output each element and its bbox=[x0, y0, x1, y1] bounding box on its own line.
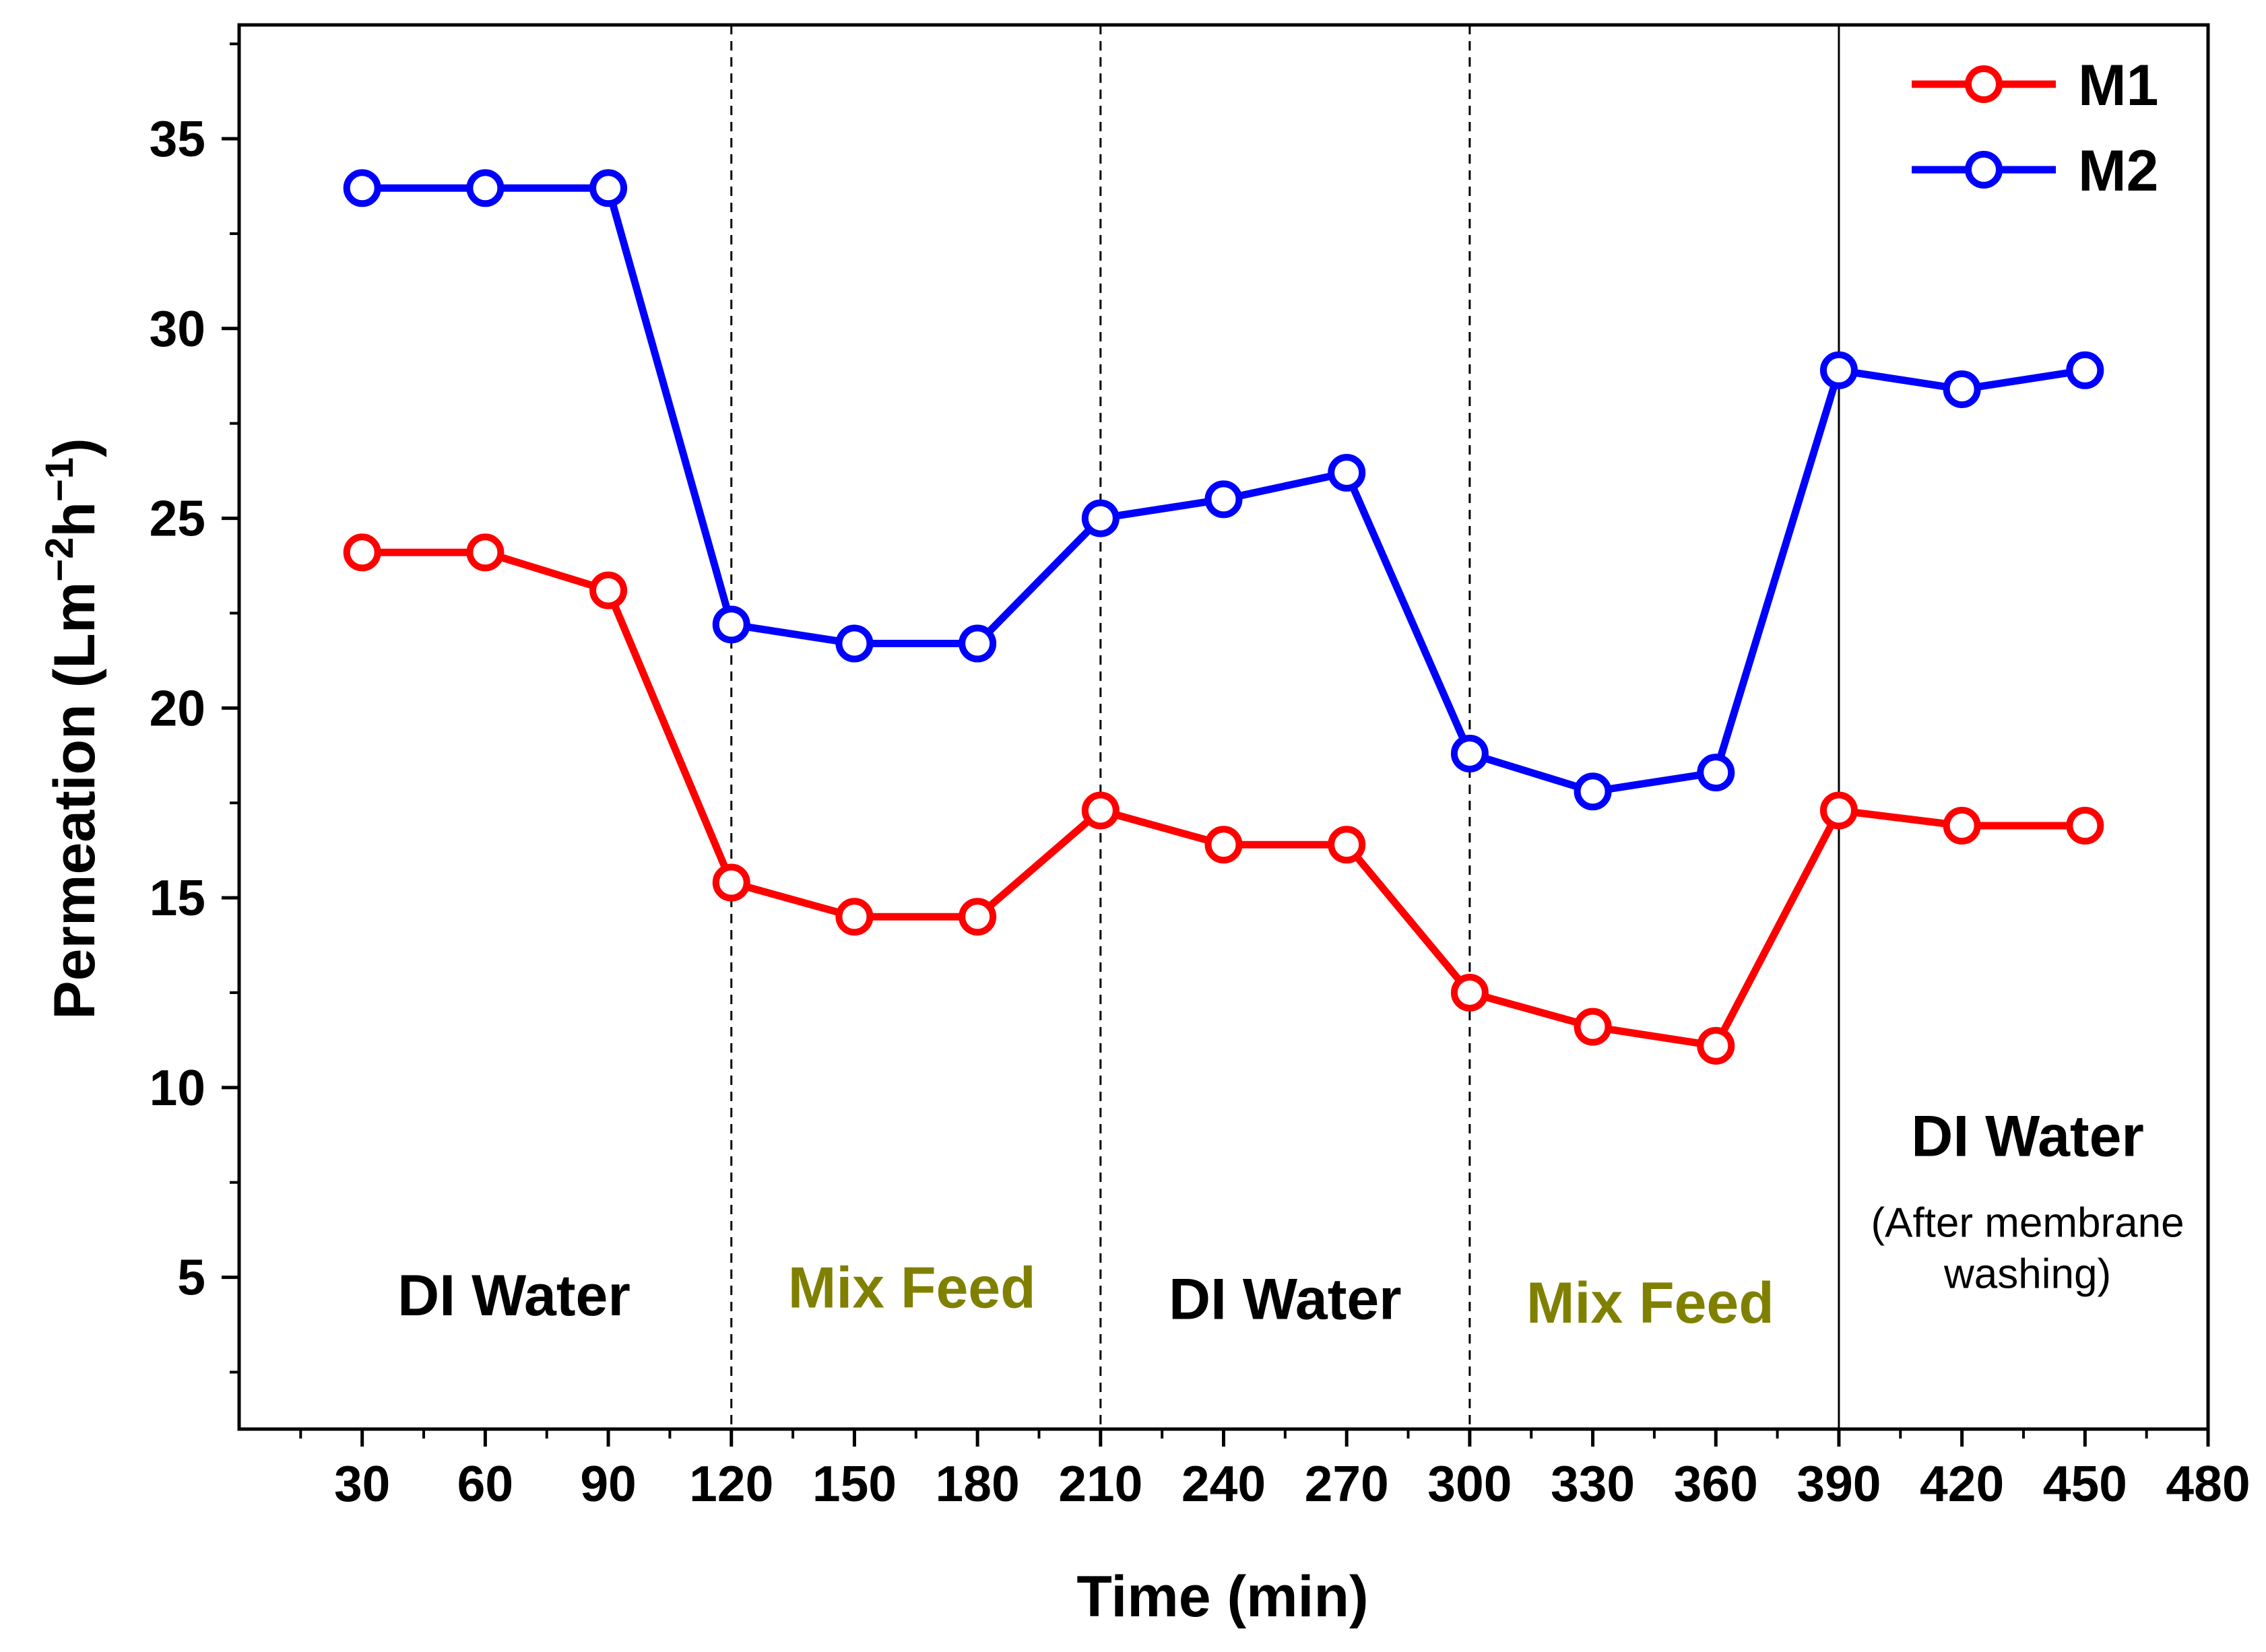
x-tick-label-420: 420 bbox=[1920, 1455, 2004, 1512]
data-point-m1-360 bbox=[1697, 1026, 1735, 1065]
data-point-m1-330 bbox=[1574, 1007, 1612, 1046]
x-tick-label-60: 60 bbox=[457, 1455, 513, 1512]
y-axis-label-mid: h bbox=[42, 502, 107, 537]
x-tick-label-390: 390 bbox=[1796, 1455, 1881, 1512]
data-point-m2-210 bbox=[1081, 499, 1120, 537]
y-axis-label-end: ) bbox=[42, 438, 107, 457]
data-point-m1-270 bbox=[1328, 826, 1366, 864]
data-point-m2-120 bbox=[712, 605, 750, 644]
region-label-3: DI Water bbox=[1169, 1267, 1402, 1332]
x-tick-label-480: 480 bbox=[2166, 1455, 2250, 1512]
region-label-4: Mix Feed bbox=[1526, 1271, 1774, 1335]
data-point-m1-30 bbox=[343, 533, 381, 572]
data-point-m1-210 bbox=[1081, 791, 1120, 830]
y-tick-label-5: 5 bbox=[177, 1249, 205, 1306]
data-point-m1-420 bbox=[1943, 807, 1981, 845]
x-axis-label: Time (min) bbox=[1076, 1564, 1368, 1629]
data-point-m1-90 bbox=[589, 571, 628, 609]
data-point-m2-360 bbox=[1697, 754, 1735, 792]
data-point-m2-270 bbox=[1328, 453, 1366, 492]
data-point-m2-330 bbox=[1574, 772, 1612, 811]
legend-label-m2: M2 bbox=[2078, 139, 2158, 203]
y-tick-label-10: 10 bbox=[150, 1059, 205, 1116]
y-axis-label-sup2: −1 bbox=[38, 457, 82, 502]
data-point-m1-120 bbox=[712, 863, 750, 902]
data-point-m1-450 bbox=[2066, 807, 2104, 845]
data-point-m1-240 bbox=[1204, 826, 1243, 864]
data-point-m2-240 bbox=[1204, 480, 1243, 519]
data-point-m1-300 bbox=[1450, 973, 1489, 1012]
x-tick-label-300: 300 bbox=[1427, 1455, 1512, 1512]
y-axis-label-main: Permeation (Lm bbox=[42, 582, 107, 1020]
x-tick-label-360: 360 bbox=[1674, 1455, 1758, 1512]
region-sublabel-line1: (After membrane bbox=[1871, 1199, 2184, 1246]
data-point-m2-150 bbox=[835, 624, 874, 663]
region-label-1: DI Water bbox=[397, 1263, 630, 1328]
legend-marker-m1 bbox=[1965, 65, 2003, 103]
region-label-5: DI Water bbox=[1911, 1104, 2144, 1168]
x-tick-label-90: 90 bbox=[580, 1455, 636, 1512]
x-tick-label-240: 240 bbox=[1181, 1455, 1266, 1512]
y-axis-label: Permeation (Lm−2h−1) bbox=[38, 438, 107, 1019]
region-label-2: Mix Feed bbox=[788, 1256, 1036, 1321]
legend-marker-m2 bbox=[1965, 151, 2003, 189]
data-point-m2-60 bbox=[466, 169, 505, 207]
data-point-m1-60 bbox=[466, 533, 505, 572]
y-axis-label-sup1: −2 bbox=[38, 537, 82, 582]
y-tick-label-30: 30 bbox=[150, 300, 205, 357]
x-tick-label-180: 180 bbox=[936, 1455, 1020, 1512]
data-point-m1-390 bbox=[1819, 791, 1858, 830]
data-point-m2-420 bbox=[1943, 370, 1981, 408]
x-tick-label-120: 120 bbox=[689, 1455, 773, 1512]
x-tick-label-270: 270 bbox=[1305, 1455, 1389, 1512]
y-tick-label-20: 20 bbox=[150, 680, 205, 736]
region-sublabel-line2: washing) bbox=[1943, 1251, 2111, 1297]
y-tick-label-15: 15 bbox=[150, 869, 205, 926]
data-point-m2-450 bbox=[2066, 351, 2104, 389]
data-point-m2-390 bbox=[1819, 351, 1858, 389]
x-tick-label-210: 210 bbox=[1058, 1455, 1142, 1512]
x-tick-label-330: 330 bbox=[1551, 1455, 1635, 1512]
y-tick-label-25: 25 bbox=[150, 490, 205, 547]
x-tick-label-450: 450 bbox=[2043, 1455, 2127, 1512]
data-point-m1-180 bbox=[959, 898, 997, 936]
x-tick-label-30: 30 bbox=[334, 1455, 390, 1512]
data-point-m1-150 bbox=[835, 898, 874, 936]
data-point-m2-300 bbox=[1450, 734, 1489, 772]
data-point-m2-30 bbox=[343, 169, 381, 207]
data-point-m2-180 bbox=[959, 624, 997, 663]
legend-label-m1: M1 bbox=[2078, 53, 2158, 118]
x-tick-label-150: 150 bbox=[812, 1455, 897, 1512]
data-point-m2-90 bbox=[589, 169, 628, 207]
y-tick-label-35: 35 bbox=[150, 110, 205, 167]
